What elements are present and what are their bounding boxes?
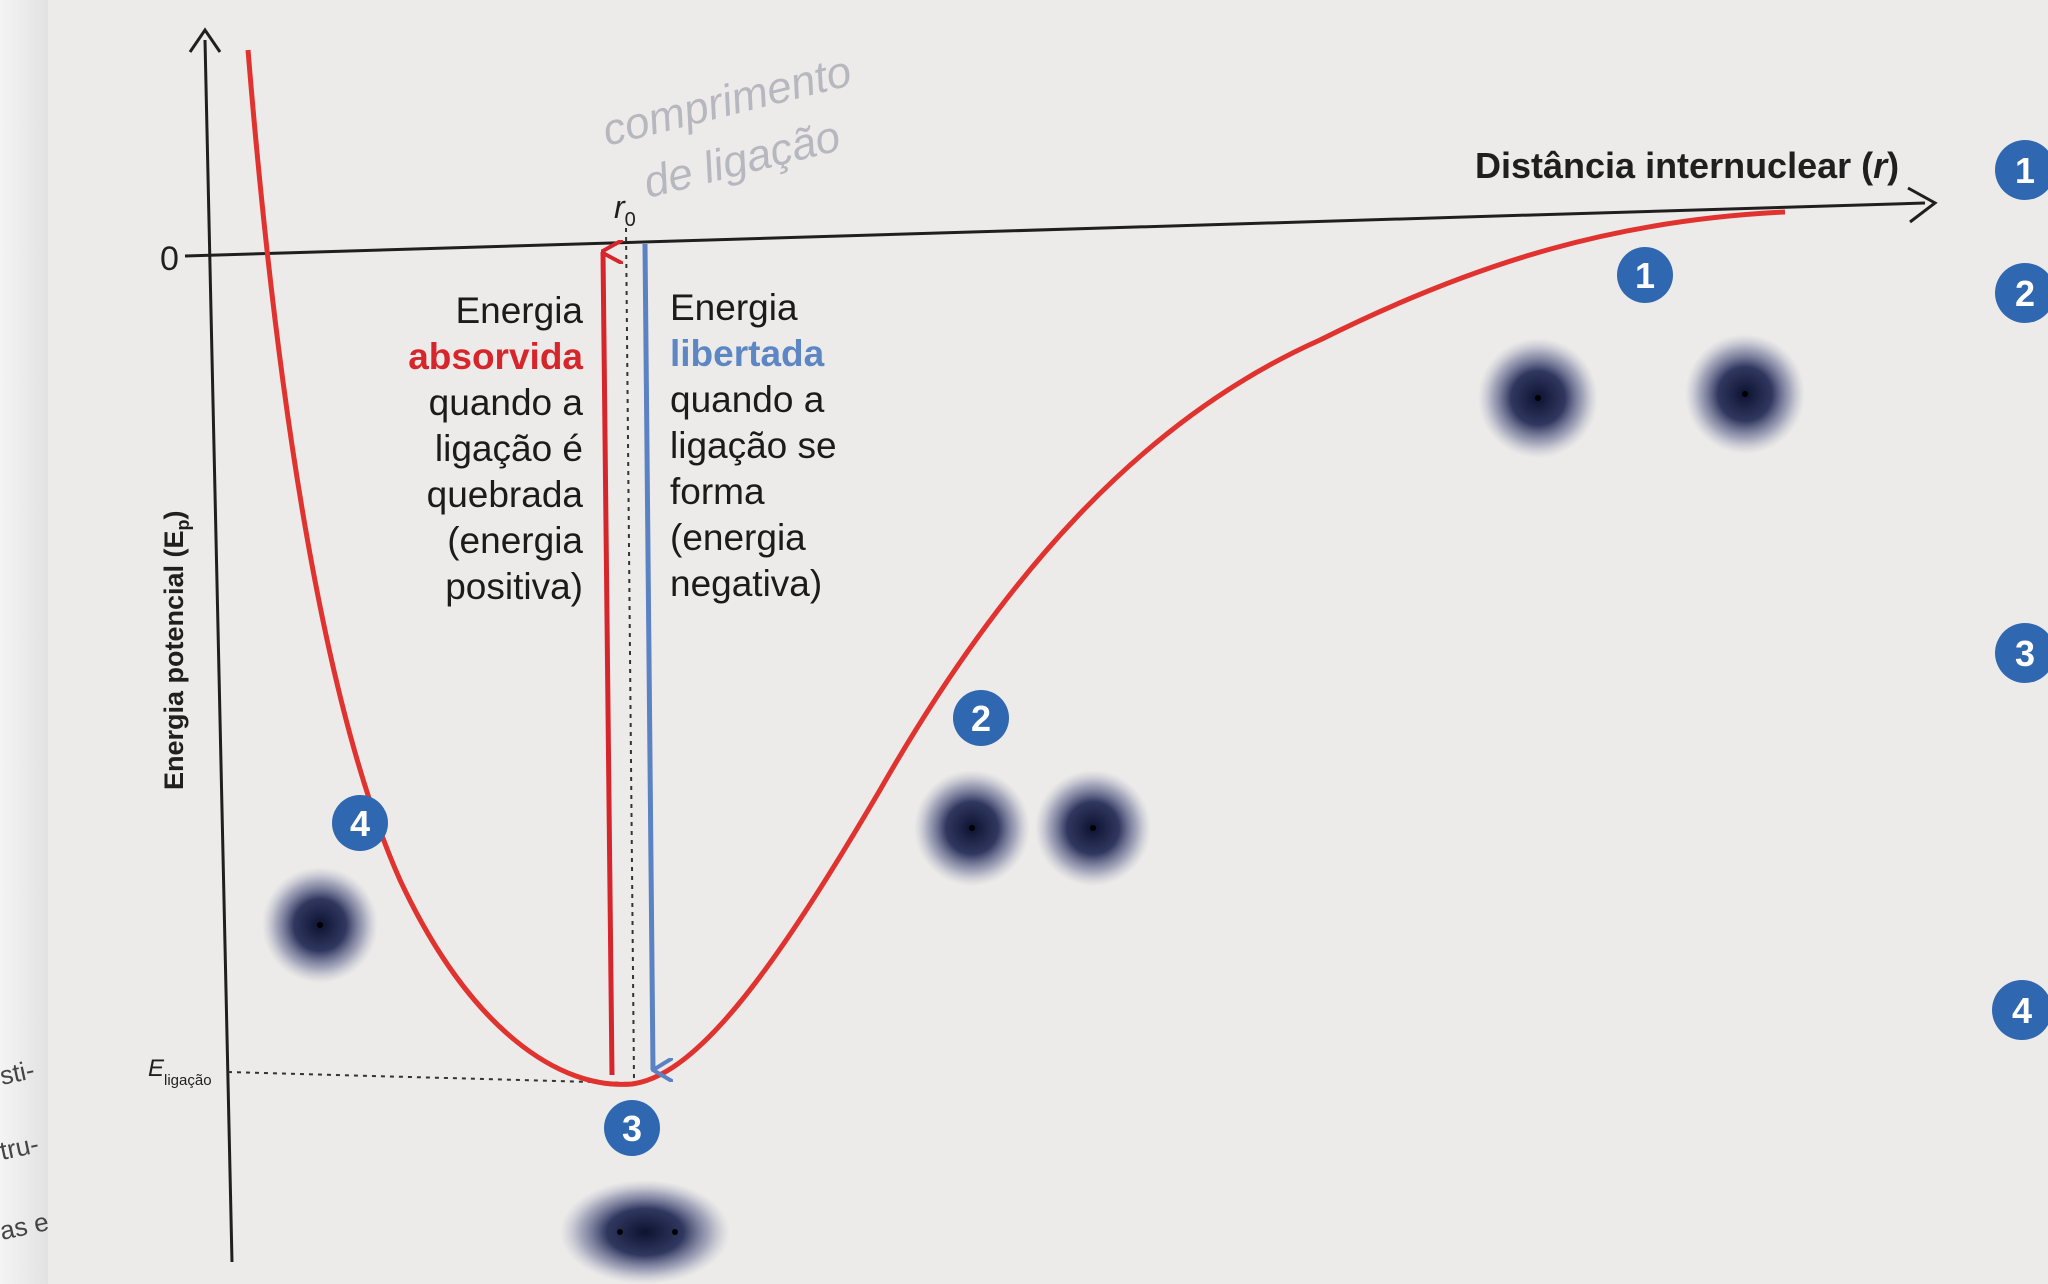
- released-energy-arrow: [642, 243, 653, 1070]
- handwritten-note: comprimento de ligação: [598, 47, 857, 208]
- x-axis-label: Distância internuclear (r): [1475, 145, 1899, 186]
- side-marker-3: 3: [1995, 623, 2048, 683]
- caption-line: (energia: [447, 520, 583, 561]
- svg-text:1: 1: [2015, 150, 2035, 191]
- atom-pair-1: [1478, 334, 1805, 458]
- y-axis: [203, 39, 234, 1263]
- svg-text:3: 3: [2015, 633, 2035, 674]
- caption-line: Energia: [670, 287, 798, 328]
- caption-line: (energia: [670, 517, 806, 558]
- svg-text:2: 2: [971, 698, 991, 739]
- absorbed-energy-caption: Energia absorvida quando a ligação é que…: [408, 288, 583, 610]
- atom-pair-2: [914, 770, 1151, 886]
- r0-guide-line: [625, 227, 635, 1081]
- marker-4: 4: [332, 795, 388, 851]
- y-axis-label: Energia potencial (Ep): [159, 510, 193, 790]
- caption-line: positiva): [445, 566, 583, 607]
- released-keyword: libertada: [670, 333, 825, 374]
- caption-line: quando a: [670, 379, 825, 420]
- caption-line: forma: [670, 471, 765, 512]
- marker-3: 3: [604, 1100, 660, 1156]
- svg-text:4: 4: [2012, 990, 2032, 1031]
- marker-2: 2: [953, 690, 1009, 746]
- atom-pair-3: [560, 1180, 730, 1284]
- side-marker-2: 2: [1995, 263, 2048, 323]
- absorbed-keyword: absorvida: [408, 336, 583, 377]
- side-marker-4: 4: [1992, 980, 2048, 1040]
- margin-text: sti- tru- as e: [0, 1054, 51, 1246]
- side-marker-1: 1: [1995, 140, 2048, 200]
- page-gutter: [0, 0, 48, 1284]
- svg-text:as e: as e: [0, 1206, 51, 1246]
- marker-1: 1: [1617, 247, 1673, 303]
- caption-line: ligação se: [670, 425, 837, 466]
- x-axis: [184, 201, 1926, 258]
- caption-line: ligação é: [434, 428, 583, 469]
- svg-text:sti-: sti-: [0, 1054, 37, 1091]
- potential-energy-curve: [245, 49, 1786, 1087]
- svg-text:tru-: tru-: [0, 1128, 41, 1165]
- svg-text:Energia potencial (Ep): Energia potencial (Ep): [159, 510, 193, 790]
- x-axis-arrow-icon: [1907, 186, 1938, 224]
- bond-energy-guide-line: [227, 1071, 629, 1084]
- caption-line: quando a: [428, 382, 583, 423]
- svg-text:1: 1: [1635, 255, 1655, 296]
- r0-label: r0: [614, 189, 636, 231]
- caption-line: negativa): [670, 563, 823, 604]
- atom-merged-4: [262, 867, 378, 983]
- bond-energy-label: Eligação: [148, 1055, 212, 1089]
- zero-label: 0: [160, 240, 179, 278]
- y-axis-arrow-icon: [188, 27, 222, 53]
- caption-line: Energia: [455, 290, 583, 331]
- absorbed-energy-arrow: [600, 252, 612, 1076]
- svg-text:4: 4: [350, 803, 370, 844]
- released-energy-caption: Energia libertada quando a ligação se fo…: [670, 285, 837, 607]
- caption-line: quebrada: [426, 474, 583, 515]
- svg-text:3: 3: [622, 1108, 642, 1149]
- svg-text:2: 2: [2015, 273, 2035, 314]
